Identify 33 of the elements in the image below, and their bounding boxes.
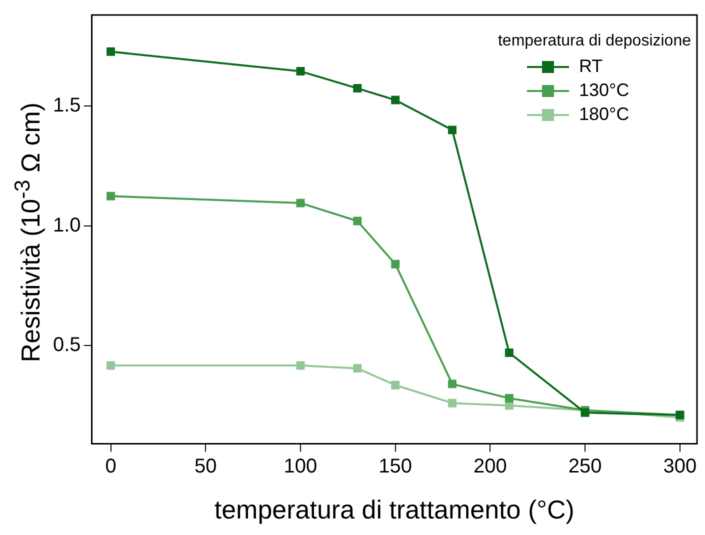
point <box>391 380 400 390</box>
point <box>106 192 116 200</box>
point <box>448 126 457 134</box>
point <box>391 260 400 268</box>
point <box>353 84 362 93</box>
point <box>106 361 116 370</box>
x-tick-label: 300 <box>663 455 697 478</box>
legend-label: 130°C <box>579 80 630 100</box>
x-tick-label: 50 <box>194 455 217 478</box>
point <box>504 394 514 403</box>
point <box>580 408 590 417</box>
x-tick-label: 150 <box>378 455 412 478</box>
point <box>296 198 305 208</box>
legend-label: RT <box>579 56 603 76</box>
point <box>448 380 457 388</box>
point <box>296 67 305 76</box>
point <box>448 398 457 408</box>
point <box>106 47 116 56</box>
point <box>353 364 362 373</box>
point <box>504 348 514 358</box>
y-tick-label: 0.5 <box>52 334 81 356</box>
x-axis-title: temperatura di trattamento (°C) <box>214 494 574 525</box>
point <box>296 361 305 370</box>
y-tick-label: 1.5 <box>52 94 81 117</box>
point <box>353 216 362 226</box>
point <box>391 96 400 104</box>
legend-title: temperatura di deposizione <box>498 32 692 50</box>
x-tick-label: 100 <box>284 455 318 478</box>
x-tick-label: 250 <box>568 455 602 478</box>
legend-label: 180°C <box>579 104 630 124</box>
y-tick-label: 1.0 <box>52 214 81 236</box>
x-tick-label: 0 <box>105 455 116 478</box>
x-tick-label: 200 <box>474 455 507 478</box>
